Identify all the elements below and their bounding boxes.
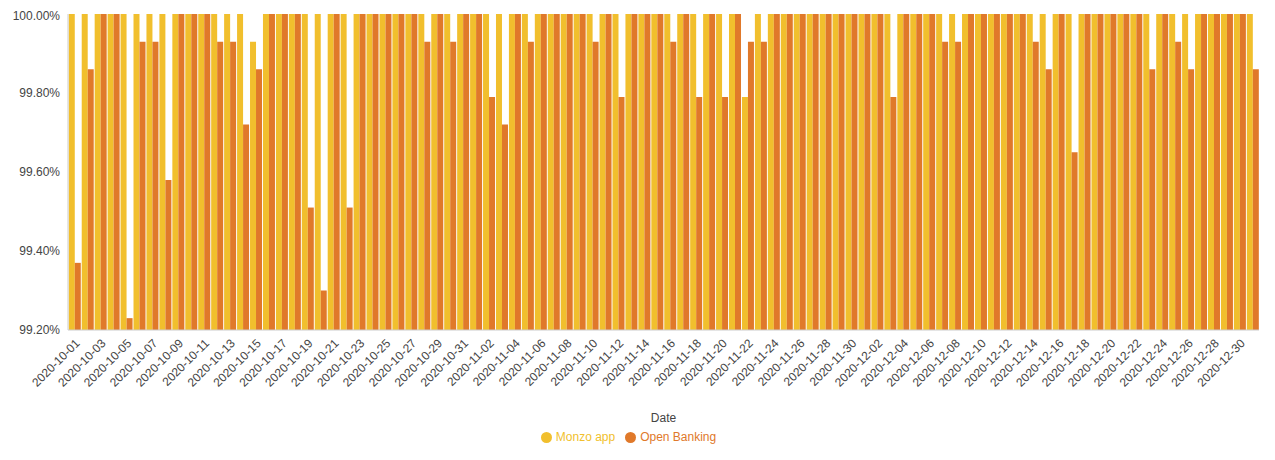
svg-text:2020-12-20: 2020-12-20 <box>1065 336 1119 390</box>
svg-text:2020-11-14: 2020-11-14 <box>599 336 653 389</box>
svg-text:2020-12-14: 2020-12-14 <box>987 336 1041 390</box>
svg-text:2020-12-08: 2020-12-08 <box>909 336 963 390</box>
svg-text:2020-12-02: 2020-12-02 <box>831 336 886 390</box>
svg-text:2020-10-13: 2020-10-13 <box>184 336 238 390</box>
svg-text:2020-10-01: 2020-10-01 <box>29 336 83 390</box>
svg-text:2020-12-30: 2020-12-30 <box>1194 336 1248 390</box>
html-text:Open Banking: Open Banking <box>640 430 717 444</box>
svg-text:99.40%: 99.40% <box>19 244 60 258</box>
svg-text:2020-12-18: 2020-12-18 <box>1039 336 1093 390</box>
svg-text:100.00%: 100.00% <box>13 9 61 23</box>
svg-text:2020-11-10: 2020-11-10 <box>547 336 601 389</box>
svg-text:2020-10-05: 2020-10-05 <box>81 336 135 390</box>
svg-text:2020-11-06: 2020-11-06 <box>496 336 549 389</box>
svg-text:2020-11-02: 2020-11-02 <box>444 336 497 389</box>
svg-text:2020-10-23: 2020-10-23 <box>314 336 368 390</box>
svg-text:2020-10-07: 2020-10-07 <box>107 336 161 390</box>
svg-text:2020-11-20: 2020-11-20 <box>677 336 730 389</box>
svg-text:2020-11-28: 2020-11-28 <box>780 336 834 389</box>
svg-text:99.20%: 99.20% <box>19 323 60 337</box>
svg-text:2020-10-27: 2020-10-27 <box>365 336 420 390</box>
svg-text:2020-11-12: 2020-11-12 <box>573 336 627 389</box>
svg-text:2020-12-26: 2020-12-26 <box>1142 336 1196 390</box>
svg-text:99.60%: 99.60% <box>19 165 60 179</box>
svg-text:2020-11-16: 2020-11-16 <box>625 336 679 389</box>
svg-text:2020-10-19: 2020-10-19 <box>262 336 316 390</box>
svg-text:2020-12-24: 2020-12-24 <box>1116 336 1171 390</box>
svg-text:2020-10-11: 2020-10-11 <box>159 336 213 389</box>
svg-text:2020-12-06: 2020-12-06 <box>883 336 937 390</box>
svg-text:2020-11-26: 2020-11-26 <box>754 336 808 389</box>
svg-text:2020-12-22: 2020-12-22 <box>1090 336 1145 390</box>
svg-text:2020-12-28: 2020-12-28 <box>1168 336 1222 390</box>
svg-text:2020-10-09: 2020-10-09 <box>132 336 187 390</box>
svg-text:2020-11-30: 2020-11-30 <box>806 336 860 389</box>
svg-text:2020-10-15: 2020-10-15 <box>210 336 264 390</box>
svg-text:2020-12-16: 2020-12-16 <box>1013 336 1067 390</box>
svg-text:2020-11-08: 2020-11-08 <box>521 336 575 389</box>
svg-text:2020-11-18: 2020-11-18 <box>651 336 704 389</box>
svg-text:2020-10-21: 2020-10-21 <box>288 336 342 390</box>
svg-text:2020-10-03: 2020-10-03 <box>55 336 109 390</box>
svg-text:2020-11-04: 2020-11-04 <box>470 336 523 389</box>
svg-text:2020-11-24: 2020-11-24 <box>729 336 782 389</box>
svg-text:2020-12-04: 2020-12-04 <box>857 336 912 390</box>
html-text:Monzo app: Monzo app <box>555 430 616 444</box>
svg-text:2020-12-10: 2020-12-10 <box>935 336 989 390</box>
svg-text:2020-11-22: 2020-11-22 <box>703 336 756 389</box>
svg-text:2020-10-25: 2020-10-25 <box>340 336 394 390</box>
svg-text:2020-12-12: 2020-12-12 <box>961 336 1015 390</box>
svg-text:2020-10-29: 2020-10-29 <box>391 336 446 390</box>
svg-text:2020-10-31: 2020-10-31 <box>417 336 471 390</box>
svg-text:99.80%: 99.80% <box>19 86 60 100</box>
svg-text:2020-10-17: 2020-10-17 <box>236 336 290 390</box>
svg-text:Date: Date <box>651 411 677 425</box>
